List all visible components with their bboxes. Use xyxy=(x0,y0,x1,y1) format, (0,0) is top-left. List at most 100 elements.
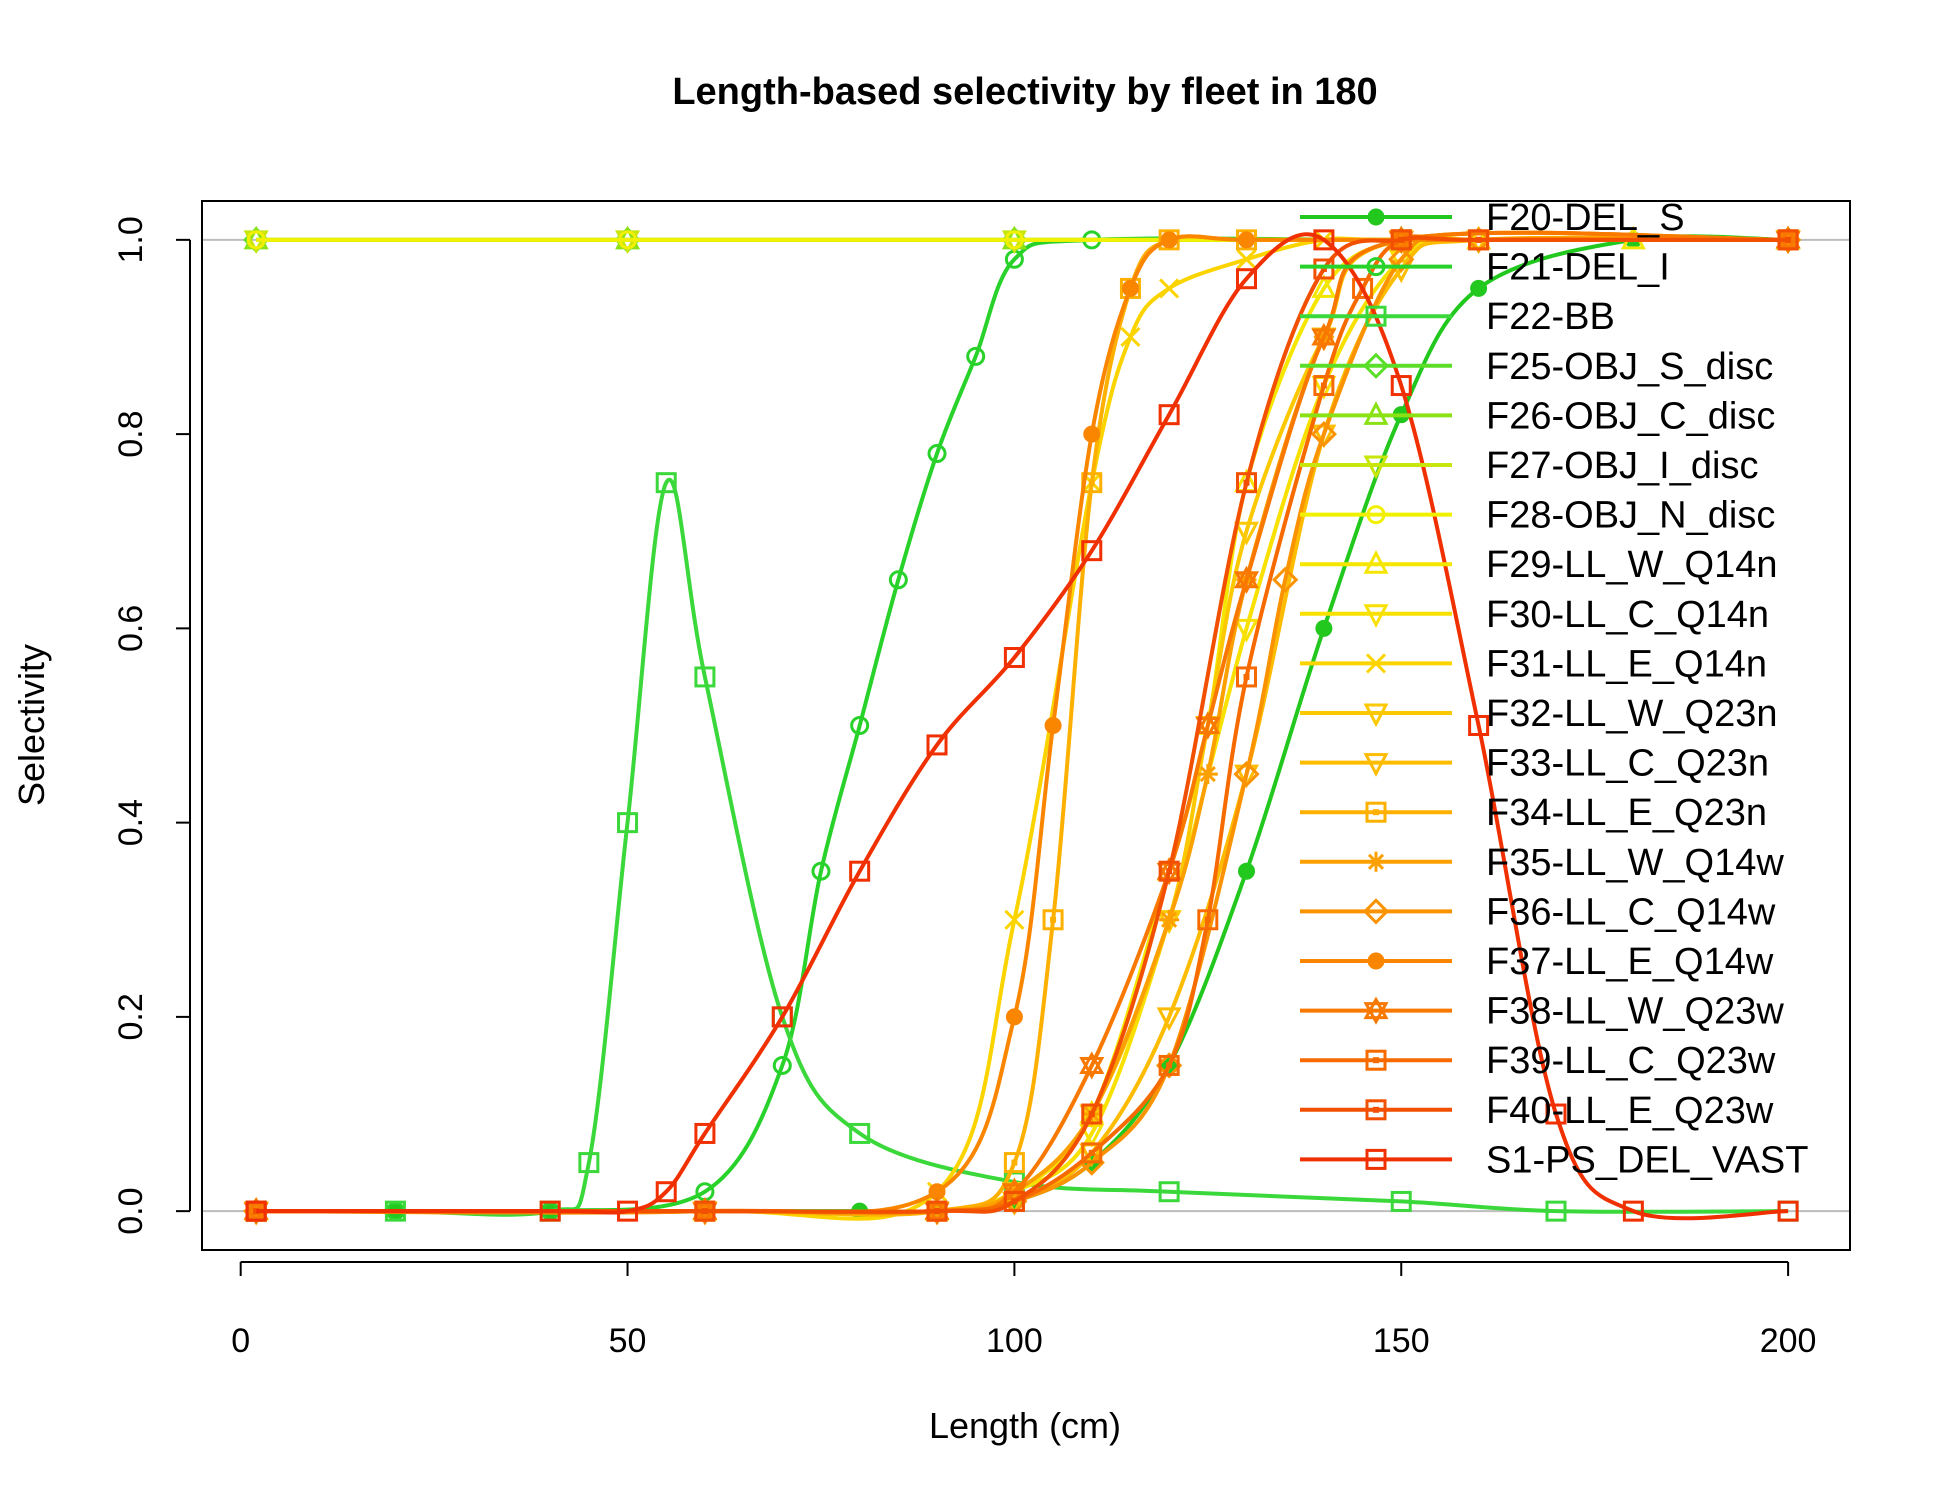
data-point xyxy=(1238,231,1256,249)
legend-marker xyxy=(1362,352,1390,379)
series-S1-PS_DEL_VAST xyxy=(245,229,1799,1222)
data-point xyxy=(888,570,908,590)
legend-label: F40-LL_E_Q23w xyxy=(1486,1090,1774,1132)
y-tick-label: 0.0 xyxy=(112,1188,150,1235)
legend-entry: F30-LL_C_Q14n xyxy=(1300,594,1769,636)
legend-entry: F39-LL_C_Q23w xyxy=(1300,1040,1776,1082)
data-point xyxy=(1272,566,1299,593)
legend-entry: F40-LL_E_Q23w xyxy=(1300,1090,1774,1132)
legend-marker xyxy=(1366,851,1386,872)
legend-label: F32-LL_W_Q23n xyxy=(1486,693,1778,735)
data-point xyxy=(1470,279,1488,297)
data-point xyxy=(1777,229,1799,251)
data-point xyxy=(245,1200,267,1222)
legend-entry: F35-LL_W_Q14w xyxy=(1300,842,1784,884)
legend-label: F22-BB xyxy=(1486,296,1615,338)
x-tick-label: 150 xyxy=(1373,1322,1430,1360)
data-point xyxy=(1311,274,1337,298)
y-tick-label: 0.8 xyxy=(112,410,150,457)
legend-marker xyxy=(1365,1148,1387,1170)
data-point xyxy=(655,472,677,494)
series-line xyxy=(256,477,1789,1217)
legend-marker xyxy=(1366,257,1386,277)
data-point xyxy=(1545,1200,1567,1222)
data-point xyxy=(1390,1190,1412,1212)
x-tick-label: 100 xyxy=(986,1322,1043,1360)
data-point xyxy=(1081,540,1103,562)
x-tick-label: 0 xyxy=(231,1322,250,1360)
legend-label: F20-DEL_S xyxy=(1486,197,1685,239)
x-tick-label: 200 xyxy=(1760,1322,1817,1360)
legend-entry: F32-LL_W_Q23n xyxy=(1300,693,1778,735)
legend-marker xyxy=(1367,208,1385,226)
data-point xyxy=(1777,1200,1799,1222)
legend-label: F37-LL_E_Q14w xyxy=(1486,941,1774,983)
legend-label: F21-DEL_I xyxy=(1486,247,1670,289)
data-point xyxy=(694,1122,716,1144)
data-point xyxy=(1158,1054,1180,1076)
chart-title: Length-based selectivity by fleet in 180 xyxy=(672,71,1377,113)
legend-marker xyxy=(1363,604,1389,629)
legend: F20-DEL_S F21-DEL_I F22-BB F25-OBJ_S_disc F2… xyxy=(1300,197,1808,1181)
data-point xyxy=(1236,472,1258,494)
data-point xyxy=(1158,860,1180,882)
legend-label: F25-OBJ_S_disc xyxy=(1486,346,1773,388)
legend-marker xyxy=(1365,653,1387,674)
legend-marker xyxy=(1367,952,1385,970)
series-F40-LL_E_Q23w xyxy=(245,229,1799,1222)
data-point xyxy=(1310,420,1337,448)
legend-marker xyxy=(1363,549,1389,574)
legend-label: F33-LL_C_Q23n xyxy=(1486,743,1769,785)
legend-label: F29-LL_W_Q14n xyxy=(1486,544,1778,586)
legend-entry: F38-LL_W_Q23w xyxy=(1300,991,1784,1033)
x-axis: 0 50 100 150 200 xyxy=(231,1261,1817,1360)
plot-frame xyxy=(201,200,1851,1251)
data-point xyxy=(926,734,948,756)
data-point xyxy=(1313,258,1335,280)
data-point xyxy=(694,1200,716,1222)
series-line xyxy=(256,232,1789,1221)
legend-marker xyxy=(1362,898,1390,925)
legend-marker xyxy=(1366,505,1386,525)
data-point xyxy=(1238,862,1256,880)
data-point xyxy=(1003,1190,1025,1212)
data-point xyxy=(1622,1200,1644,1222)
y-tick-label: 0.6 xyxy=(112,605,150,652)
legend-label: F39-LL_C_Q23w xyxy=(1486,1040,1776,1082)
data-point xyxy=(1156,1007,1182,1032)
data-point xyxy=(1236,666,1258,688)
legend-label: F34-LL_E_Q23n xyxy=(1486,792,1767,834)
data-point xyxy=(617,1200,639,1222)
data-point xyxy=(1081,1103,1103,1125)
y-axis-label: Selectivity xyxy=(11,644,52,806)
data-point xyxy=(927,444,947,464)
legend-label: F30-LL_C_Q14n xyxy=(1486,594,1769,636)
x-tick-label: 50 xyxy=(609,1322,647,1360)
data-point xyxy=(1158,1181,1180,1203)
legend-marker xyxy=(1365,1049,1387,1071)
legend-marker xyxy=(1365,1099,1387,1121)
series-layer xyxy=(243,225,1802,1226)
data-point xyxy=(966,346,986,366)
data-point xyxy=(694,666,716,688)
data-point xyxy=(1311,424,1337,449)
data-point xyxy=(1159,278,1180,299)
data-point xyxy=(1234,618,1259,643)
legend-marker xyxy=(1363,996,1389,1025)
data-point xyxy=(1003,1152,1025,1174)
data-point xyxy=(1468,715,1490,736)
data-point xyxy=(1003,647,1025,669)
legend-label: F28-OBJ_N_disc xyxy=(1486,495,1775,537)
data-point xyxy=(1159,909,1180,930)
data-point xyxy=(1468,229,1490,251)
data-point xyxy=(1120,326,1141,348)
legend-entry: F20-DEL_S xyxy=(1300,197,1685,239)
data-point xyxy=(1313,229,1335,251)
legend-marker xyxy=(1363,753,1389,777)
data-point xyxy=(771,1006,793,1028)
data-point xyxy=(1390,229,1412,251)
data-point xyxy=(1081,1142,1103,1164)
data-point xyxy=(850,716,870,735)
data-point xyxy=(1156,1052,1183,1079)
legend-entry: F21-DEL_I xyxy=(1300,247,1670,289)
